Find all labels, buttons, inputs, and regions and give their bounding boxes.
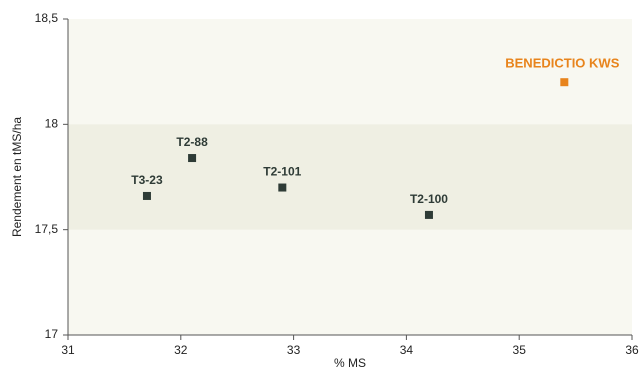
y-axis-title: Rendement en tMS/ha: [10, 117, 24, 237]
y-tick-label: 17: [45, 327, 59, 341]
x-tick-label: 36: [625, 343, 639, 357]
point-label: T2-88: [176, 135, 208, 149]
point-label: BENEDICTIO KWS: [505, 56, 619, 71]
point-label: T2-101: [263, 165, 301, 179]
y-tick-label: 18,5: [35, 11, 59, 25]
y-tick-label: 18: [45, 117, 59, 131]
point-label: T2-100: [410, 192, 448, 206]
x-tick-label: 33: [287, 343, 301, 357]
x-tick-label: 31: [61, 343, 75, 357]
highlight-band: [68, 124, 632, 230]
x-tick-label: 34: [400, 343, 414, 357]
point: [142, 191, 151, 200]
point: [424, 210, 433, 219]
point: [278, 183, 287, 192]
y-tick-label: 17,5: [35, 222, 59, 236]
point: [560, 78, 569, 87]
point-label: T3-23: [131, 173, 163, 187]
x-tick-label: 32: [174, 343, 188, 357]
point: [188, 154, 197, 163]
x-tick-label: 35: [513, 343, 527, 357]
x-axis-title: % MS: [334, 356, 366, 367]
